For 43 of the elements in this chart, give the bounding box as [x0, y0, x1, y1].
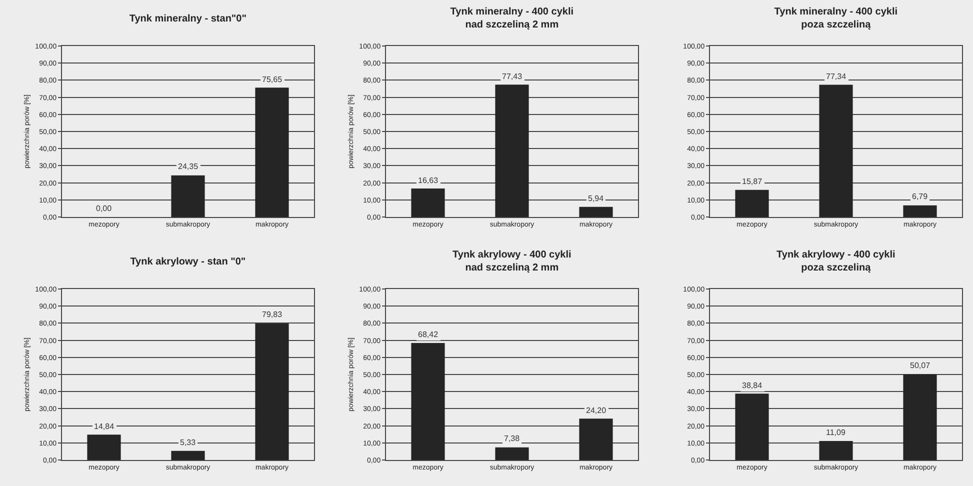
bar	[411, 188, 445, 217]
data-label: 68,42	[418, 330, 439, 339]
chart-title: Tynk akrylowy - stan "0"	[130, 256, 246, 268]
bar	[171, 450, 205, 460]
bar	[579, 206, 613, 217]
bar	[903, 205, 937, 217]
data-label: 7,38	[504, 434, 520, 443]
bar	[255, 323, 289, 460]
bar	[903, 374, 937, 460]
data-label: 14,84	[94, 422, 115, 431]
bar	[495, 447, 529, 460]
data-label: 79,83	[262, 310, 283, 319]
data-label: 6,79	[912, 192, 928, 201]
chart-subtitle: poza szczeliną	[801, 262, 872, 274]
data-label: 11,09	[826, 428, 846, 437]
bar	[735, 190, 769, 217]
data-label: 16,63	[418, 176, 439, 185]
bar	[495, 84, 529, 217]
chart-subtitle: nad szczeliną 2 mm	[465, 20, 559, 31]
chart-title: Tynk mineralny - stan"0"	[129, 14, 247, 25]
bar	[819, 441, 853, 460]
bar	[411, 343, 445, 460]
data-label: 24,35	[178, 162, 199, 171]
data-label: 77,34	[826, 72, 847, 81]
bar	[735, 394, 769, 460]
data-label: 50,07	[910, 361, 931, 370]
data-label: 38,84	[742, 381, 763, 390]
data-label: 5,33	[180, 438, 196, 447]
data-label: 5,94	[588, 194, 604, 203]
chart-title: Tynk akrylowy - 400 cykli	[776, 250, 896, 261]
bar	[819, 84, 853, 217]
data-label: 75,65	[262, 75, 283, 84]
data-label: 15,87	[742, 177, 763, 186]
chart-subtitle: poza szczeliną	[801, 20, 872, 31]
chart-title: Tynk mineralny - 400 cykli	[774, 6, 898, 18]
chart-title: Tynk akrylowy - 400 cykli	[452, 250, 572, 261]
bar	[87, 434, 121, 460]
chart-subtitle: nad szczeliną 2 mm	[465, 262, 559, 274]
chart-title: Tynk mineralny - 400 cykli	[450, 6, 574, 18]
data-label: 77,43	[502, 72, 523, 81]
bar	[579, 418, 613, 460]
data-label: 24,20	[586, 406, 607, 415]
data-label: 0,00	[96, 204, 112, 213]
